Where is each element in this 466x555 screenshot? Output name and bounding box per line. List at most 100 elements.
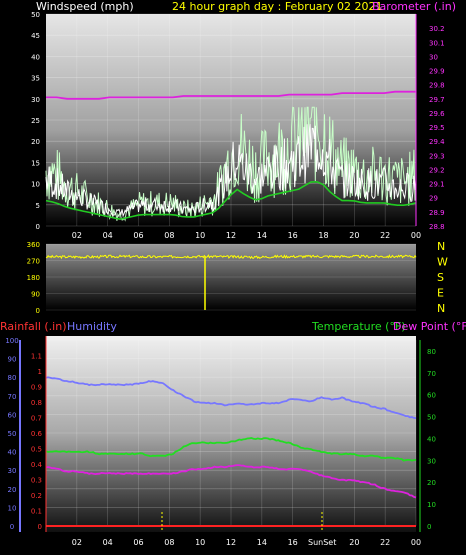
barometer-tick-label: 29.9 (429, 68, 445, 76)
wind-x-tick-label: 14 (257, 231, 267, 240)
rainfall-tick-label: 0.4 (31, 461, 43, 469)
direction-series (45, 254, 417, 310)
windspeed-tick-label: 20 (31, 138, 40, 146)
wind-x-tick-label: 16 (288, 231, 298, 240)
temperature-y-ticks: 0 10 20 30 40 50 60 70 80 (427, 348, 436, 531)
graph-title: 24 hour graph day : February 02 2021 (172, 0, 383, 13)
thermo-plot-area (46, 336, 416, 532)
wind-average-line (45, 181, 417, 221)
humidity-tick-label: 80 (8, 374, 17, 382)
direction-tick-label: 90 (31, 291, 40, 299)
barometer-tick-label: 30.2 (429, 25, 445, 33)
thermo-x-tick-label: 02 (72, 538, 82, 547)
thermo-x-tick-label: 08 (164, 538, 174, 547)
temperature-tick-label: 60 (427, 392, 436, 400)
thermo-series (45, 376, 417, 527)
thermo-x-tick-label: 20 (349, 538, 359, 547)
rainfall-tick-label: 1 (38, 368, 42, 376)
wind-x-tick-label: 10 (195, 231, 205, 240)
rainfall-tick-label: 0.3 (31, 477, 42, 485)
thermo-x-tick-label: 16 (288, 538, 298, 547)
temperature-axis-label: Temperature (°F) (311, 320, 406, 333)
windspeed-y-ticks: 0 5 10 15 20 25 30 35 40 45 50 (31, 11, 40, 231)
rainfall-tick-label: 0.7 (31, 415, 42, 423)
rainfall-tick-label: 1.1 (31, 353, 42, 361)
wind-x-tick-label: 18 (318, 231, 328, 240)
rainfall-axis-label: Rainfall (.in) (0, 320, 67, 333)
rainfall-tick-label: 0.8 (31, 399, 42, 407)
rainfall-tick-label: 0 (38, 523, 42, 531)
windspeed-tick-label: 10 (31, 181, 40, 189)
barometer-line (46, 90, 416, 100)
windspeed-tick-label: 45 (31, 32, 40, 40)
barometer-tick-label: 29.5 (429, 124, 445, 132)
temperature-tick-label: 50 (427, 414, 436, 422)
wind-x-tick-label: 04 (103, 231, 113, 240)
humidity-tick-label: 30 (8, 467, 17, 475)
direction-tick-label: 360 (27, 241, 40, 249)
barometer-tick-label: 29.4 (429, 138, 445, 146)
thermo-x-tick-label: 14 (257, 538, 267, 547)
direction-gridlines (46, 243, 416, 311)
temperature-tick-label: 70 (427, 370, 436, 378)
thermo-x-tick-label: 00 (411, 538, 421, 547)
temperature-tick-label: 80 (427, 348, 436, 356)
compass-letter: N (437, 302, 445, 315)
windspeed-tick-label: 15 (31, 159, 40, 167)
rainfall-tick-label: 0.1 (31, 508, 42, 516)
barometer-tick-label: 30.1 (429, 39, 445, 47)
humidity-tick-label: 50 (8, 430, 17, 438)
barometer-tick-label: 30 (429, 53, 438, 61)
thermo-x-ticks: 02 04 06 08 10 12 14 16 20 22 00 (72, 538, 421, 547)
humidity-tick-label: 70 (8, 393, 17, 401)
barometer-tick-label: 29.3 (429, 152, 445, 160)
temperature-line (45, 437, 417, 462)
temperature-tick-label: 10 (427, 501, 436, 509)
temperature-tick-label: 20 (427, 479, 436, 487)
compass-letter: E (437, 287, 444, 300)
thermo-x-tick-label: 06 (133, 538, 143, 547)
direction-tick-label: 270 (27, 258, 40, 266)
wind-x-tick-label: 06 (133, 231, 143, 240)
wind-x-tick-label: 12 (226, 231, 236, 240)
wind-x-tick-label: 02 (72, 231, 82, 240)
humidity-tick-label: 60 (8, 411, 17, 419)
humidity-line (45, 376, 417, 419)
windspeed-tick-label: 35 (31, 75, 40, 83)
temperature-tick-label: 40 (427, 435, 436, 443)
barometer-y-ticks: 28.8 28.9 29 29.1 29.2 29.3 29.4 29.5 29.6 29.7 29… (429, 25, 445, 231)
thermo-x-tick-label: 22 (380, 538, 390, 547)
barometer-tick-label: 29.2 (429, 166, 445, 174)
humidity-tick-label: 20 (8, 486, 17, 494)
direction-plot-area (46, 244, 416, 310)
wind-series (45, 90, 417, 222)
barometer-tick-label: 28.9 (429, 209, 445, 217)
wind-x-tick-label: 20 (349, 231, 359, 240)
windspeed-axis-label: Windspeed (mph) (36, 0, 134, 13)
humidity-tick-label: 40 (8, 449, 17, 457)
humidity-tick-label: 0 (10, 523, 14, 531)
compass-letter: S (437, 271, 444, 284)
rainfall-tick-label: 0.5 (31, 446, 42, 454)
rainfall-y-ticks: 0 0.1 0.2 0.3 0.4 0.5 0.6 0.7 0.8 0.9 1 1.1 (31, 353, 43, 532)
humidity-axis-label: Humidity (67, 320, 117, 333)
barometer-tick-label: 29.8 (429, 82, 445, 90)
gust-line (45, 106, 417, 222)
windspeed-tick-label: 50 (31, 11, 40, 19)
rainfall-tick-label: 0.9 (31, 384, 42, 392)
thermo-x-tick-label: 04 (103, 538, 113, 547)
direction-line (45, 254, 417, 260)
temperature-tick-label: 0 (427, 523, 431, 531)
temperature-tick-label: 30 (427, 457, 436, 465)
wind-x-tick-label: 00 (411, 231, 421, 240)
humidity-tick-label: 10 (8, 504, 17, 512)
dewpoint-axis-label: Dew Point (°F) (393, 320, 466, 333)
humidity-tick-label: 100 (5, 337, 18, 345)
dewpoint-line (45, 464, 417, 499)
humidity-tick-label: 90 (8, 356, 17, 364)
barometer-axis-label: Barometer (.in) (372, 0, 456, 13)
rainfall-tick-label: 0.2 (31, 492, 42, 500)
windspeed-tick-label: 0 (36, 223, 40, 231)
